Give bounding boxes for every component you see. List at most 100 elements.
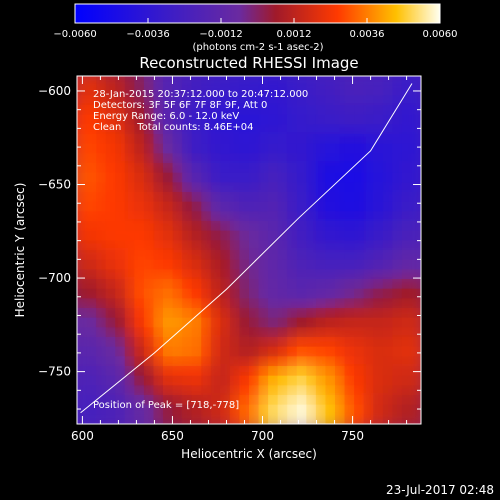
heatmap-pixel [182, 395, 193, 406]
heatmap-pixel [277, 172, 288, 183]
heatmap-pixel [153, 172, 164, 183]
heatmap-pixel [363, 366, 374, 377]
heatmap-pixel [363, 250, 374, 261]
heatmap-pixel [163, 95, 174, 106]
heatmap-pixel [249, 375, 260, 386]
heatmap-pixel [287, 269, 298, 280]
plot-frame [76, 75, 422, 425]
heatmap-pixel [153, 395, 164, 406]
heatmap-pixel [201, 240, 212, 251]
heatmap-pixel [411, 375, 421, 386]
heatmap-pixel [210, 269, 221, 280]
heatmap-pixel [315, 288, 326, 299]
heatmap-pixel [182, 240, 193, 251]
heatmap-pixel [315, 346, 326, 357]
heatmap-pixel [201, 172, 212, 183]
heatmap-pixel [191, 105, 202, 116]
heatmap-pixel [163, 288, 174, 299]
heatmap-pixel [124, 143, 135, 154]
heatmap-pixel [239, 143, 250, 154]
heatmap-pixel [344, 240, 355, 251]
heatmap-pixel [411, 95, 421, 106]
heatmap-pixel [344, 346, 355, 357]
heatmap-pixel [105, 134, 116, 145]
heatmap-pixel [182, 414, 193, 424]
heatmap-pixel [277, 95, 288, 106]
heatmap-pixel [287, 346, 298, 357]
heatmap-pixel [296, 317, 307, 328]
heatmap-pixel [143, 250, 154, 261]
heatmap-pixel [335, 356, 346, 367]
heatmap-pixel [191, 95, 202, 106]
heatmap-pixel [325, 366, 336, 377]
heatmap-pixel [325, 163, 336, 174]
heatmap-pixel [105, 182, 116, 193]
heatmap-pixel [134, 250, 145, 261]
heatmap-pixel [382, 95, 393, 106]
heatmap-pixel [96, 114, 107, 125]
colorbar-gradient [74, 3, 441, 24]
heatmap-pixel [268, 395, 279, 406]
heatmap-pixel [124, 134, 135, 145]
heatmap-pixel [354, 279, 365, 290]
heatmap-pixel [258, 221, 269, 232]
heatmap-pixel [315, 163, 326, 174]
heatmap-pixel [382, 317, 393, 328]
heatmap-pixel [77, 182, 88, 193]
heatmap-pixel [315, 414, 326, 424]
heatmap-pixel [268, 182, 279, 193]
x-tick-label: 600 [71, 429, 94, 443]
heatmap-pixel [401, 182, 412, 193]
heatmap-pixel [354, 172, 365, 183]
heatmap-pixel [182, 105, 193, 116]
heatmap-pixel [306, 134, 317, 145]
heatmap-pixel [191, 230, 202, 241]
heatmap-pixel [163, 375, 174, 386]
heatmap-pixel [163, 298, 174, 309]
heatmap-pixel [411, 269, 421, 280]
heatmap-pixel [96, 230, 107, 241]
heatmap-pixel [306, 230, 317, 241]
heatmap-pixel [354, 240, 365, 251]
heatmap-pixel [134, 240, 145, 251]
heatmap-pixel [315, 114, 326, 125]
heatmap-pixel [315, 143, 326, 154]
heatmap-pixel [401, 279, 412, 290]
heatmap-pixel [335, 182, 346, 193]
plot-area: 600 650 700 750 −600 −650 −700 −750 [38, 75, 422, 443]
heatmap-pixel [210, 404, 221, 415]
heatmap-pixel [163, 279, 174, 290]
heatmap-pixel [77, 114, 88, 125]
heatmap-pixel [306, 356, 317, 367]
heatmap-pixel [124, 240, 135, 251]
heatmap-pixel [182, 308, 193, 319]
heatmap-pixel [229, 153, 240, 164]
heatmap-pixel [191, 308, 202, 319]
heatmap-pixel [287, 404, 298, 415]
heatmap-pixel [382, 366, 393, 377]
heatmap-pixel [86, 153, 97, 164]
heatmap-pixel [315, 366, 326, 377]
heatmap-pixel [96, 356, 107, 367]
heatmap-pixel [335, 279, 346, 290]
heatmap-pixel [363, 143, 374, 154]
heatmap-pixel [86, 288, 97, 299]
y-tick-label: −600 [38, 84, 71, 98]
heatmap-pixel [86, 317, 97, 328]
heatmap-pixel [191, 172, 202, 183]
heatmap-pixel [258, 288, 269, 299]
heatmap-pixel [77, 143, 88, 154]
heatmap-pixel [220, 366, 231, 377]
heatmap-pixel [315, 385, 326, 396]
heatmap-pixel [296, 414, 307, 424]
heatmap-pixel [268, 211, 279, 222]
heatmap-pixel [277, 375, 288, 386]
heatmap-pixel [401, 230, 412, 241]
heatmap-pixel [249, 337, 260, 348]
heatmap-pixel [210, 230, 221, 241]
heatmap-pixel [277, 211, 288, 222]
heatmap-pixel [335, 250, 346, 261]
heatmap-pixel [354, 317, 365, 328]
heatmap-pixel [77, 308, 88, 319]
heatmap-pixel [249, 114, 260, 125]
